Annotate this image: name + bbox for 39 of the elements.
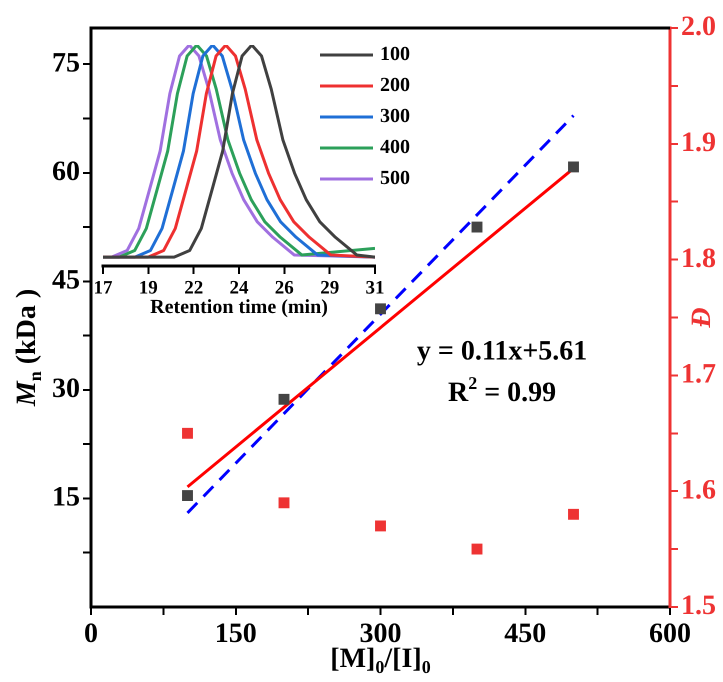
point xyxy=(182,428,193,439)
x-tick-label: 150 xyxy=(214,618,257,650)
y-tick-label: 15 xyxy=(52,482,80,513)
x-tick-label: 29 xyxy=(320,277,340,298)
point xyxy=(375,520,386,532)
point xyxy=(568,162,579,172)
y2-tick-label: 1.8 xyxy=(681,242,716,274)
y2-tick-label: 1.7 xyxy=(681,358,716,390)
x-tick-label: 17 xyxy=(94,277,113,298)
legend-label: 200 xyxy=(380,74,410,96)
y2-tick-label: 1.6 xyxy=(681,474,716,506)
x-tick-label: 31 xyxy=(366,277,384,298)
x-tick-label: 19 xyxy=(138,277,158,298)
legend-label: 500 xyxy=(380,167,410,190)
x-tick-label: 0 xyxy=(84,618,98,650)
point xyxy=(375,303,386,314)
point xyxy=(182,490,193,501)
y2-tick-label: 1.9 xyxy=(681,127,716,158)
point xyxy=(472,222,482,232)
legend-label: 100 xyxy=(380,43,410,66)
x-axis-title: Retention time (min) xyxy=(150,296,328,318)
y-tick-label: 45 xyxy=(52,264,80,296)
y-tick-label: 60 xyxy=(52,156,80,187)
x-tick-label: 450 xyxy=(504,618,546,650)
x-tick-label: 24 xyxy=(230,277,249,298)
y-tick-label: 30 xyxy=(52,373,80,404)
legend-label: 300 xyxy=(380,105,410,128)
y2-tick-label: 2.0 xyxy=(681,11,716,42)
x-tick-label: 22 xyxy=(184,277,204,298)
y2-axis-title: Đ xyxy=(686,307,718,329)
point xyxy=(472,544,482,555)
annotation: y = 0.11x+5.61 xyxy=(416,335,588,366)
legend-label: 400 xyxy=(380,136,410,158)
y-tick-label: 75 xyxy=(52,47,80,78)
point xyxy=(278,497,290,508)
x-tick-label: 26 xyxy=(274,277,294,298)
point xyxy=(278,394,290,405)
y-axis-title: Mn (kDa ) xyxy=(11,288,46,408)
point xyxy=(568,508,579,520)
